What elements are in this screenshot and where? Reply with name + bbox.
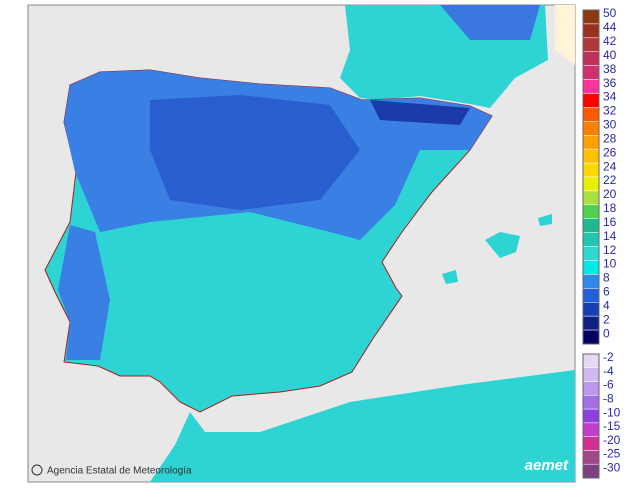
legend-label: 12 [603,243,617,257]
italy [555,5,575,65]
legend-label: -15 [603,419,621,433]
meseta-cold [150,95,360,210]
legend-swatch [582,37,600,52]
legend-label: 0 [603,326,610,340]
legend-swatch [582,232,600,247]
legend-label: 22 [603,173,617,187]
legend-label: 24 [603,159,617,173]
legend-swatch [582,51,600,66]
legend-swatch [582,288,600,303]
legend-label: 16 [603,215,617,229]
legend-label: 38 [603,62,617,76]
legend-label: 6 [603,285,610,299]
legend-swatch [582,395,600,410]
legend-swatch [582,367,600,382]
alps-cold [440,5,540,40]
legend-label: 40 [603,48,617,62]
legend-label: 8 [603,271,610,285]
legend-label: -6 [603,378,614,392]
legend-swatch [582,148,600,164]
legend-swatch [582,107,600,122]
legend-label: 4 [603,298,610,312]
legend-swatch [582,260,600,275]
legend-swatch [582,450,600,465]
legend-label: -4 [603,364,614,378]
legend-label: -8 [603,392,614,406]
legend-swatch [582,121,600,136]
legend-label: -30 [603,460,621,474]
legend-frame [582,353,600,479]
legend-swatch [582,93,600,108]
legend-swatch [582,79,600,94]
copyright-icon [31,464,43,476]
legend-swatch [582,65,600,80]
legend-label: 2 [603,312,610,326]
legend-swatch [582,162,600,178]
legend-swatch [582,218,600,233]
credit: Agencia Estatal de Meteorología aemet [31,457,569,477]
legend-label: 34 [603,90,617,104]
legend-swatch [582,381,600,396]
legend-swatch [582,23,600,39]
legend-swatch [582,315,600,331]
mallorca [485,232,520,258]
legend-frame [582,9,600,345]
legend-swatch [582,329,600,345]
legend-swatch [582,436,600,451]
legend-swatch [582,422,600,437]
logo: aemet [525,457,569,474]
legend-swatch [582,302,600,317]
legend-label: 42 [603,34,617,48]
legend-label: -25 [603,447,621,461]
legend-label: 26 [603,145,617,159]
menorca [538,214,552,226]
legend-label: 36 [603,76,617,90]
legend-label: 14 [603,229,617,243]
credit-text: Agencia Estatal de Meteorología [47,466,192,477]
legend-label: 44 [603,20,617,34]
africa [150,370,575,482]
legend-swatch [582,408,600,424]
legend-label: 32 [603,104,617,118]
legend-swatch [582,274,600,289]
legend-swatch [582,135,600,150]
legend-label: 18 [603,201,617,215]
legend-label: 20 [603,187,617,201]
legend-swatch [582,9,600,25]
legend-label: 30 [603,118,617,132]
legend-label: 10 [603,257,617,271]
portugal-coast [58,225,110,360]
legend: 5044424038363432302826242220181614121086… [582,6,621,479]
legend-label: -10 [603,405,621,419]
legend-swatch [582,246,600,261]
legend-swatch [582,176,600,192]
ibiza [442,270,458,284]
legend-swatch [582,190,600,206]
map [27,4,576,483]
legend-label: -2 [603,350,614,364]
legend-swatch [582,463,600,479]
legend-label: 50 [603,6,617,20]
pyrenees [370,100,470,125]
legend-swatch [582,204,600,219]
legend-swatch [582,353,600,369]
legend-label: 28 [603,131,617,145]
legend-label: -20 [603,433,621,447]
